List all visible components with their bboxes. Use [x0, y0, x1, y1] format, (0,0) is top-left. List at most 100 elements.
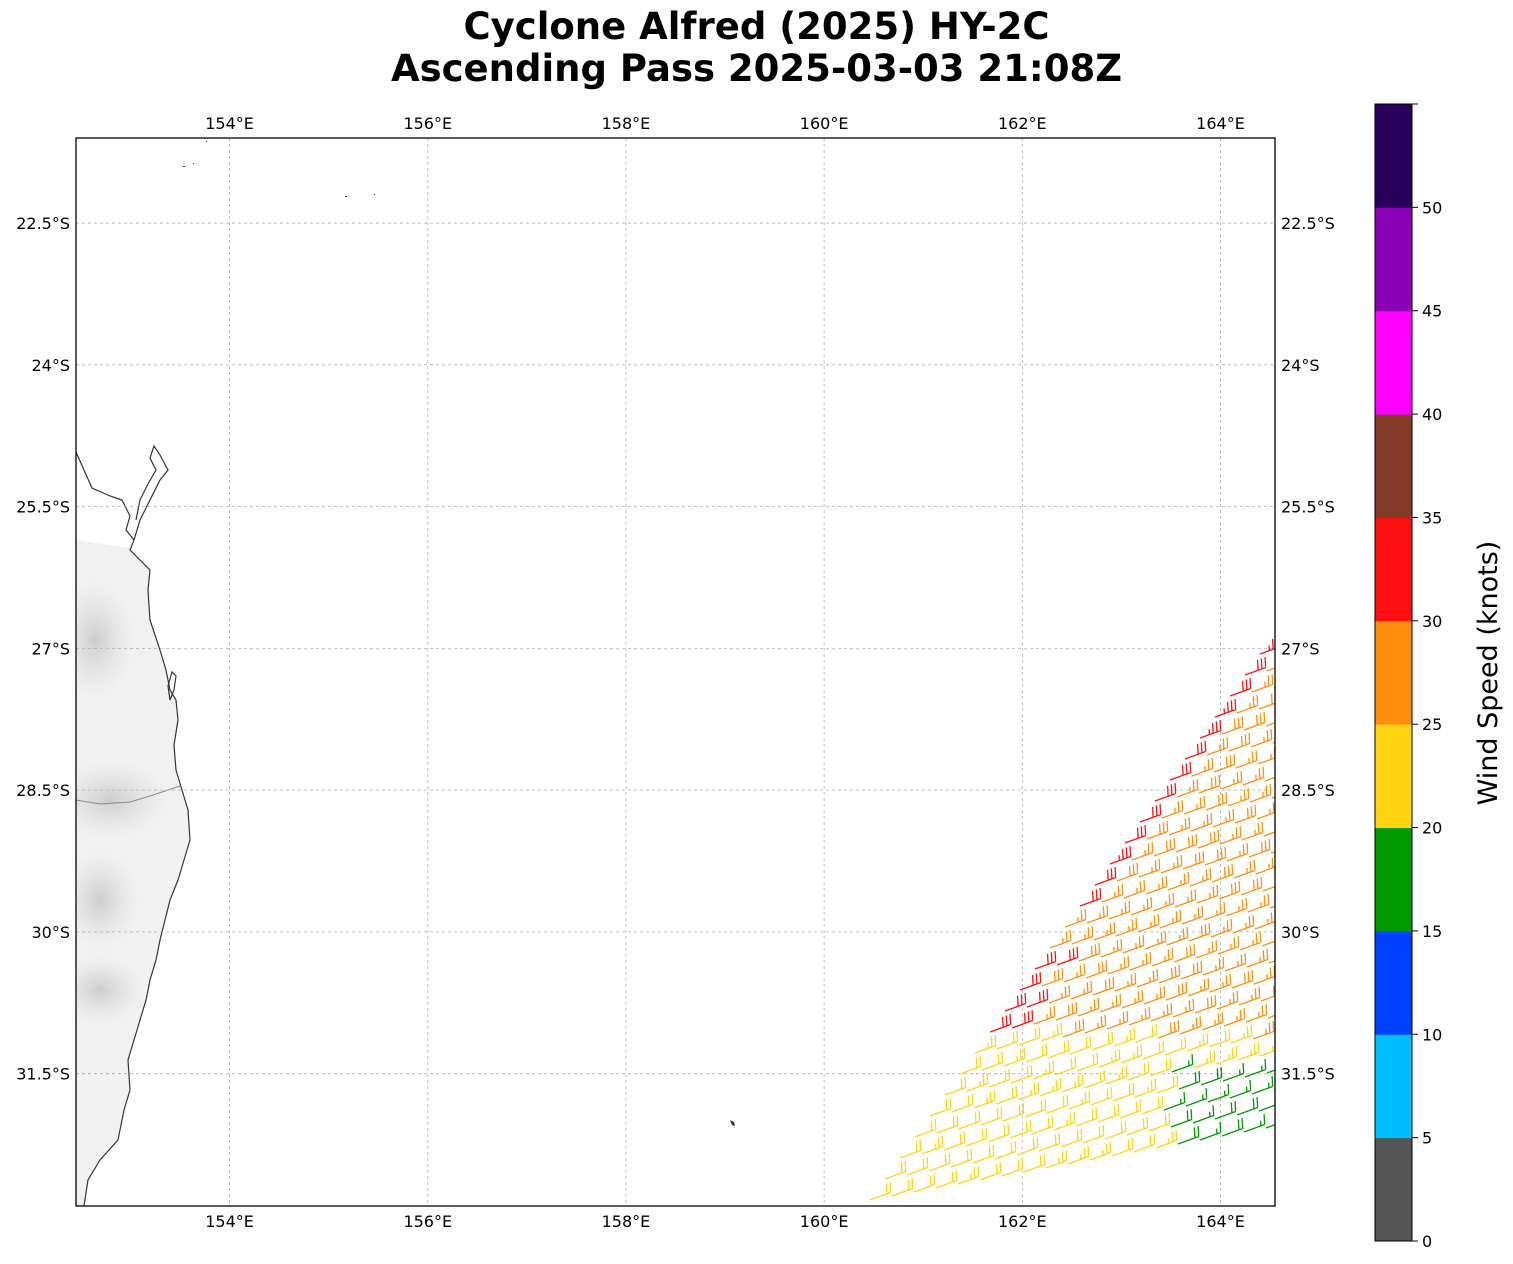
lon-tick-label-bottom: 158°E [602, 1212, 651, 1231]
wind-barb [1214, 699, 1237, 718]
state-border [76, 785, 181, 805]
wind-barb [1136, 969, 1159, 988]
wind-barb [1004, 993, 1027, 1012]
wind-barb [1185, 1088, 1208, 1107]
wind-barb [1206, 737, 1229, 756]
wind-barb [1190, 813, 1213, 832]
lat-tick-label-left: 30°S [31, 923, 70, 942]
colorbar-tick-label: 35 [1422, 508, 1442, 527]
wind-barb [1109, 846, 1132, 865]
wind-barb [936, 1115, 959, 1134]
wind-barb [1245, 1004, 1268, 1023]
wind-barb [1193, 1050, 1216, 1069]
wind-barb [1170, 1109, 1193, 1128]
wind-barb [989, 1014, 1012, 1033]
wind-barb [1124, 825, 1147, 844]
colorbar-tick-label: 40 [1422, 405, 1442, 424]
wind-barb [1098, 1049, 1121, 1068]
wind-barb [1106, 1011, 1129, 1030]
wind-barb [1071, 926, 1094, 945]
wind-barb [1176, 779, 1199, 798]
lat-tick-label-right: 22.5°S [1281, 214, 1335, 233]
wind-barb [1259, 1045, 1275, 1057]
wind-barb [1221, 1118, 1244, 1137]
wind-barb [1269, 905, 1275, 909]
wind-barb [1210, 919, 1233, 938]
lon-tick-label-bottom: 162°E [998, 1212, 1047, 1231]
small-islands [183, 141, 735, 1126]
wind-barb [1169, 762, 1192, 781]
wind-barb [1268, 960, 1275, 964]
wind-barb [1244, 1059, 1267, 1078]
gridlines [76, 138, 1275, 1206]
wind-barb [1213, 754, 1236, 773]
wind-barb [1153, 838, 1176, 857]
wind-barb [1228, 733, 1251, 752]
wind-barb [972, 1145, 995, 1164]
map-frame [75, 137, 1276, 1207]
wind-barb [1200, 1067, 1223, 1086]
lat-tick-label-right: 25.5°S [1281, 498, 1335, 517]
lat-tick-label-right: 24°S [1281, 356, 1320, 375]
island [206, 141, 207, 142]
wind-barb [1127, 1062, 1150, 1081]
lat-tick-label-left: 22.5°S [16, 214, 70, 233]
wind-barb [1011, 1010, 1034, 1029]
colorbar-label: Wind Speed (knots) [1473, 541, 1504, 806]
wind-barb [1152, 893, 1175, 912]
colorbar-tick-label: 5 [1422, 1129, 1432, 1148]
wind-barb [1024, 1099, 1047, 1118]
wind-barb [1033, 1006, 1056, 1025]
moreton-island-coast [167, 670, 177, 701]
wind-barb [1233, 860, 1256, 879]
wind-barb [1094, 867, 1117, 886]
wind-barb [1273, 686, 1275, 689]
wind-barb [1161, 800, 1184, 819]
wind-barb [1060, 1129, 1083, 1148]
lon-tick-label-top: 162°E [998, 114, 1047, 133]
wind-barb [943, 1132, 966, 1151]
wind-barb [1254, 911, 1275, 930]
wind-barb [1232, 915, 1255, 934]
wind-barb [1189, 868, 1212, 887]
wind-barb [1123, 880, 1146, 899]
wind-barb [1179, 1016, 1202, 1035]
wind-barb [1154, 783, 1177, 802]
wind-barb [1255, 857, 1275, 875]
wind-barb [1146, 821, 1169, 840]
wind-barb [1168, 817, 1191, 836]
wind-barb [1053, 1112, 1076, 1131]
wind-barb [1121, 990, 1144, 1009]
colorbar-tick-label: 45 [1422, 302, 1442, 321]
wind-barb [944, 1077, 967, 1096]
wind-barb [951, 1094, 974, 1113]
lat-tick-label-left: 28.5°S [16, 781, 70, 800]
island [183, 166, 185, 167]
wind-barb [1198, 775, 1221, 794]
wind-barb [1178, 1071, 1201, 1090]
wind-barb [1222, 1063, 1245, 1082]
wind-barb [1138, 859, 1161, 878]
wind-barb [1158, 965, 1181, 984]
wind-barb [1017, 1082, 1040, 1101]
lon-tick-label-top: 160°E [800, 114, 849, 133]
wind-barb [973, 1090, 996, 1109]
wind-barb [996, 1031, 1019, 1050]
wind-barb [1214, 1101, 1237, 1120]
wind-barb [1183, 796, 1206, 815]
wind-barb [1191, 758, 1214, 777]
wind-barb [1223, 1008, 1246, 1027]
wind-barb [1009, 1120, 1032, 1139]
island [345, 196, 347, 197]
lord-howe-island [730, 1120, 735, 1126]
wind-barb [1100, 939, 1123, 958]
wind-barb [1218, 881, 1241, 900]
wind-barb [1274, 1034, 1275, 1035]
wind-barb [1229, 1080, 1252, 1099]
wind-barb [1224, 953, 1247, 972]
wind-barb [1038, 1133, 1061, 1152]
wind-barb [1225, 898, 1248, 917]
wind-barb [1259, 638, 1275, 655]
wind-barb [1243, 1114, 1266, 1133]
wind-barb [1089, 1142, 1112, 1161]
